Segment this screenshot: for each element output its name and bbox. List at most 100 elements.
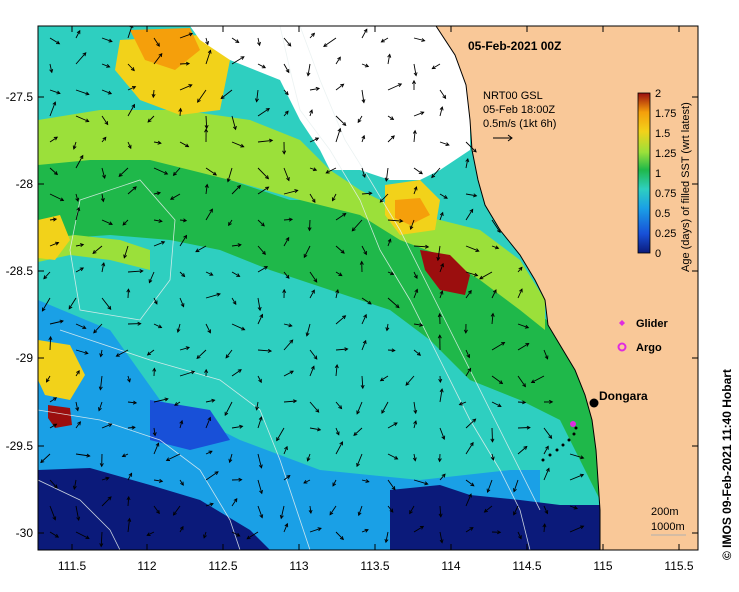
current-vector bbox=[147, 531, 155, 536]
current-vector-head bbox=[441, 473, 446, 478]
vector-legend-time: 05-Feb 18:00Z bbox=[483, 104, 555, 116]
current-vector bbox=[491, 375, 503, 384]
current-vector bbox=[413, 323, 423, 326]
current-vector bbox=[101, 63, 110, 68]
lon-tick-8: 115 bbox=[593, 26, 613, 573]
current-vector bbox=[179, 271, 185, 277]
current-vector-head bbox=[474, 272, 479, 277]
current-vector bbox=[75, 401, 79, 411]
current-vector bbox=[49, 37, 60, 45]
current-vector bbox=[231, 498, 238, 507]
current-vector-head bbox=[362, 173, 366, 179]
current-vector-head bbox=[338, 272, 343, 277]
current-vector bbox=[99, 375, 103, 390]
sst-zone-yellow-sw bbox=[38, 340, 85, 400]
current-vector-head bbox=[384, 177, 389, 182]
current-vector-head bbox=[284, 91, 289, 96]
vector-legend-scale: 0.5m/s (1kt 6h) bbox=[483, 118, 556, 130]
current-vector-head bbox=[279, 514, 284, 520]
current-vector-head bbox=[209, 272, 214, 276]
current-vector-head bbox=[579, 473, 585, 478]
current-vector bbox=[543, 349, 549, 360]
current-vector-head bbox=[100, 197, 105, 203]
current-vector-head bbox=[155, 442, 160, 447]
current-vector-head bbox=[107, 496, 112, 501]
current-vector-head bbox=[255, 406, 260, 411]
current-vector-head bbox=[311, 32, 316, 37]
current-vector-head bbox=[303, 479, 308, 484]
current-vector bbox=[127, 375, 131, 382]
current-vector bbox=[225, 349, 233, 359]
current-vector bbox=[257, 349, 272, 352]
current-vector bbox=[491, 313, 494, 325]
current-vector bbox=[101, 219, 113, 225]
current-vector bbox=[380, 375, 389, 382]
current-vector-head bbox=[419, 322, 424, 327]
current-vector-head bbox=[439, 539, 444, 544]
current-vector-head bbox=[107, 305, 112, 310]
current-vector-head bbox=[289, 370, 294, 375]
current-vector bbox=[357, 115, 363, 123]
current-vector-head bbox=[311, 198, 316, 204]
platform-legend: Glider Argo bbox=[617, 318, 669, 354]
current-vector-head bbox=[317, 527, 322, 532]
current-vector-head bbox=[351, 227, 356, 232]
current-vector-head bbox=[573, 505, 579, 510]
current-vector bbox=[465, 141, 477, 153]
current-vector bbox=[381, 37, 389, 43]
current-vector bbox=[98, 401, 103, 411]
argo-circle-icon bbox=[617, 342, 627, 352]
current-vector bbox=[49, 336, 52, 351]
current-vector bbox=[122, 453, 129, 457]
sst-zone-red-sw bbox=[48, 405, 72, 428]
colorbar-tick: 1.25 bbox=[655, 148, 676, 160]
current-vector bbox=[100, 531, 103, 547]
current-vector-head bbox=[384, 538, 389, 544]
current-vector bbox=[49, 397, 57, 403]
current-vector bbox=[153, 167, 168, 175]
current-vector-head bbox=[335, 431, 340, 436]
current-vector-head bbox=[519, 288, 523, 293]
current-vector-head bbox=[329, 511, 334, 516]
current-vector-head bbox=[544, 355, 549, 360]
current-vector bbox=[127, 86, 136, 91]
current-vector bbox=[231, 141, 244, 148]
current-vector bbox=[49, 136, 58, 143]
current-vector bbox=[517, 531, 522, 539]
current-vector bbox=[309, 193, 316, 203]
current-vector bbox=[329, 505, 337, 515]
current-vector bbox=[309, 109, 313, 117]
current-vector bbox=[49, 167, 58, 175]
current-vector-head bbox=[342, 212, 347, 217]
current-vector bbox=[361, 192, 372, 195]
sst-zone-green bbox=[38, 150, 600, 500]
current-vector-head bbox=[379, 377, 385, 382]
current-vector bbox=[465, 271, 478, 277]
current-vector bbox=[309, 271, 318, 283]
lon-tick-label: 114.5 bbox=[512, 559, 541, 573]
current-vector bbox=[387, 479, 396, 490]
current-vector bbox=[203, 531, 207, 539]
current-vector-head bbox=[438, 378, 443, 384]
current-vector bbox=[231, 531, 240, 537]
current-vector-head bbox=[53, 171, 58, 176]
current-vector-head bbox=[331, 197, 336, 202]
current-vector bbox=[257, 37, 261, 46]
current-vector-head bbox=[469, 441, 474, 447]
current-vector-head bbox=[379, 198, 384, 203]
lat-tick-1: -27.5 bbox=[6, 90, 698, 104]
current-vector bbox=[517, 267, 523, 273]
current-vector bbox=[179, 346, 190, 351]
current-vector bbox=[43, 271, 51, 280]
current-vector bbox=[465, 209, 474, 221]
lon-tick-label: 112 bbox=[137, 559, 156, 573]
current-vector bbox=[257, 453, 262, 468]
current-vector-head bbox=[108, 423, 113, 427]
current-vector-head bbox=[387, 238, 392, 243]
current-vector bbox=[127, 496, 130, 507]
current-vector-head bbox=[258, 378, 262, 384]
current-vector bbox=[147, 349, 155, 356]
current-vector bbox=[46, 375, 51, 383]
current-vector-head bbox=[55, 241, 60, 246]
